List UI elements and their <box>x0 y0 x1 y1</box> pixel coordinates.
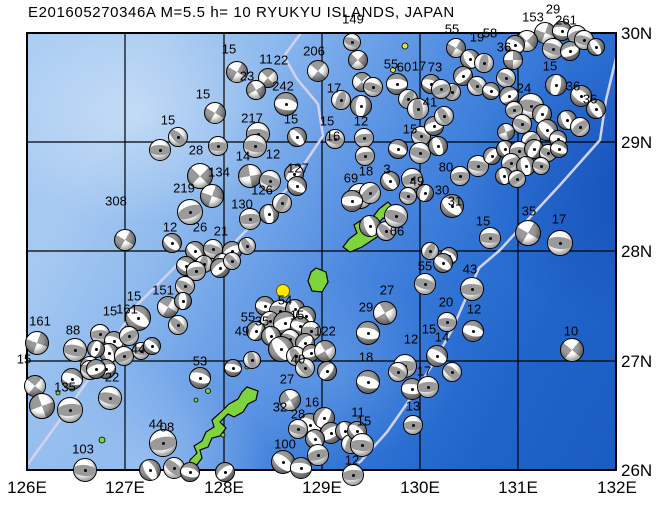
lon-tick-label: 132E <box>597 478 637 497</box>
island-amami <box>342 201 397 253</box>
islet <box>98 436 106 444</box>
islet <box>55 390 61 396</box>
lat-tick-label: 29N <box>621 133 653 152</box>
islet <box>244 364 250 370</box>
pressure-axis-dot <box>351 473 355 477</box>
lon-tick-label: 129E <box>302 478 342 497</box>
depth-label: 153 <box>522 9 544 25</box>
map-canvas <box>26 32 617 471</box>
event-epicenter-marker <box>276 284 290 298</box>
plot-title: E201605270346A M=5.5 h= 10 RYUKYU ISLAND… <box>28 4 455 21</box>
islet <box>255 359 261 365</box>
islet <box>401 42 409 50</box>
island-okinawa <box>187 386 259 469</box>
lat-tick-label: 26N <box>621 461 653 480</box>
map-overlay-svg <box>28 34 615 469</box>
depth-label: 261 <box>555 12 577 28</box>
lon-tick-label: 127E <box>105 478 145 497</box>
islet <box>205 388 211 394</box>
lat-tick-label: 27N <box>621 352 653 371</box>
lon-tick-label: 130E <box>400 478 440 497</box>
lon-tick-label: 131E <box>498 478 538 497</box>
lon-tick-label: 128E <box>204 478 244 497</box>
islet <box>220 432 226 438</box>
islet <box>390 67 396 73</box>
trench-line-okinawa-trough <box>28 34 325 466</box>
grid-lines <box>28 34 615 469</box>
depth-label: 29 <box>545 1 561 17</box>
lat-tick-label: 30N <box>621 24 653 43</box>
lon-tick-label: 126E <box>7 478 47 497</box>
islet <box>193 397 199 403</box>
lat-tick-label: 28N <box>621 242 653 261</box>
island-tokunoshima <box>307 267 329 293</box>
